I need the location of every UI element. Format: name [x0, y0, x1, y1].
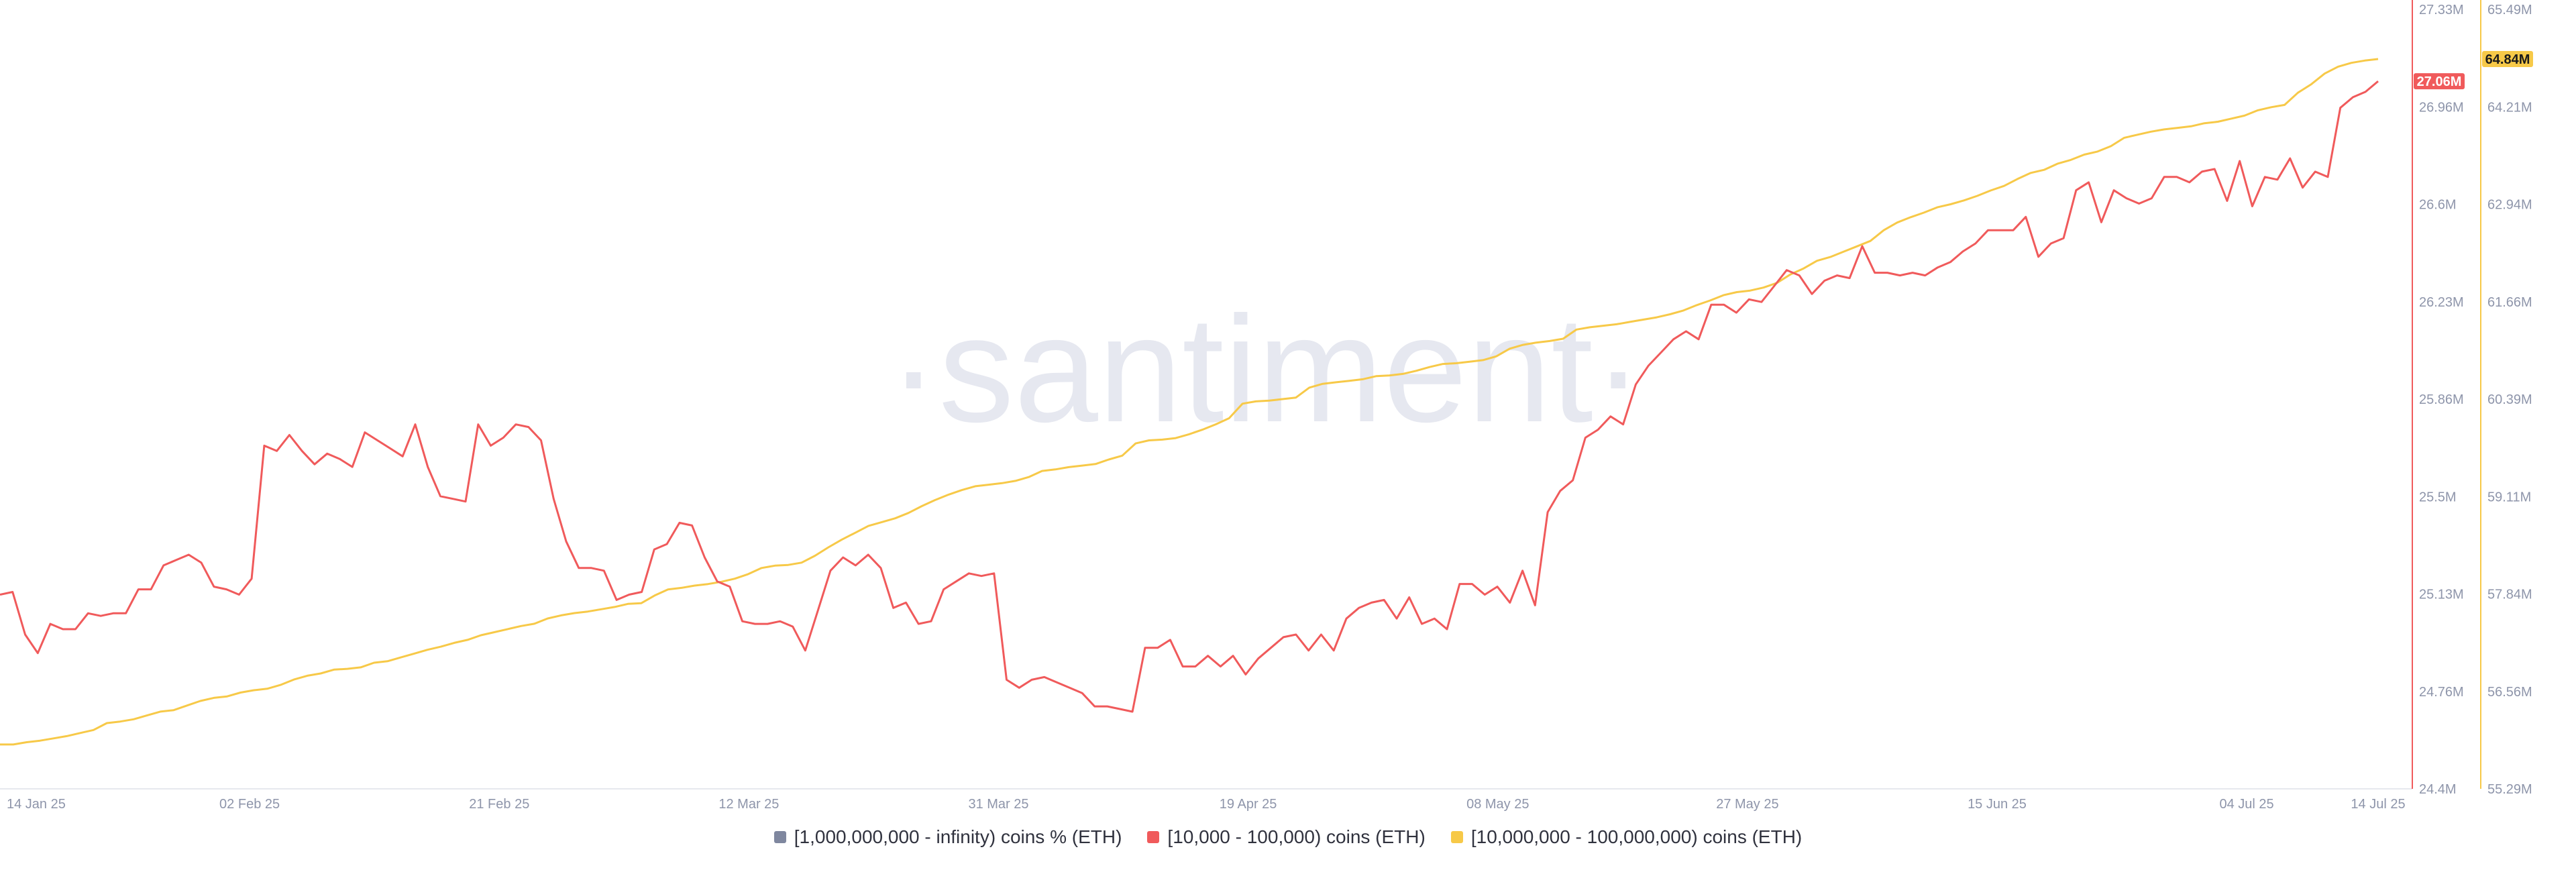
y-tick-label-red: 25.5M: [2419, 490, 2457, 504]
y-tick-label-red: 26.6M: [2419, 198, 2457, 213]
y-tick-label-red: 24.76M: [2419, 685, 2464, 700]
x-axis-ticks: 14 Jan 25 02 Feb 25 21 Feb 25 12 Mar 25 31 M…: [7, 797, 2406, 812]
santiment-watermark: ·santiment·: [888, 284, 1643, 453]
x-tick-label: 14 Jul 25: [2351, 797, 2405, 812]
y-tick-label-yellow: 55.29M: [2487, 782, 2532, 797]
x-tick-label: 12 Mar 25: [718, 797, 779, 812]
y-axes: 27.33M 26.96M 26.6M 26.23M 25.86M 25.5M 25.13M…: [2412, 0, 2533, 797]
x-tick-label: 31 Mar 25: [968, 797, 1028, 812]
last-value-tag-yellow: 64.84M: [2482, 51, 2533, 67]
last-value-tag-red: 27.06M: [2414, 73, 2465, 90]
legend-swatch-yellow: [1450, 831, 1463, 843]
y-tick-label-yellow: 65.49M: [2487, 3, 2532, 17]
legend-item-10m-100m[interactable]: [10,000,000 - 100,000,000) coins (ETH): [1450, 826, 1803, 848]
y-tick-label-red: 25.86M: [2419, 392, 2464, 407]
y-tick-label-yellow: 60.39M: [2487, 392, 2532, 407]
legend-swatch-gray: [773, 831, 786, 843]
x-tick-label: 14 Jan 25: [7, 797, 66, 812]
x-tick-label: 27 May 25: [1716, 797, 1778, 812]
series-layer: [0, 58, 2379, 746]
y-tick-label-red: 25.13M: [2419, 588, 2464, 602]
x-tick-label: 15 Jun 25: [1968, 797, 2027, 812]
last-value-tag-text: 27.06M: [2417, 74, 2462, 89]
legend-label: [10,000,000 - 100,000,000) coins (ETH): [1470, 826, 1803, 847]
last-value-tag-bg: [2482, 51, 2533, 67]
y-tick-label-yellow: 56.56M: [2487, 685, 2532, 700]
x-tick-label: 02 Feb 25: [219, 797, 280, 812]
series-line-red: [0, 80, 2379, 713]
x-tick-label: 19 Apr 25: [1220, 797, 1277, 812]
legend-swatch-red: [1147, 831, 1160, 843]
legend-item-10k-100k[interactable]: [10,000 - 100,000) coins (ETH): [1147, 826, 1426, 848]
x-tick-label: 04 Jul 25: [2220, 797, 2274, 812]
y-tick-label-red: 26.23M: [2419, 295, 2464, 310]
y-tick-label-yellow: 59.11M: [2487, 490, 2531, 504]
series-line-yellow: [0, 58, 2379, 746]
last-value-tag-text: 64.84M: [2485, 52, 2530, 67]
x-tick-label: 21 Feb 25: [469, 797, 529, 812]
y-tick-label-yellow: 61.66M: [2487, 295, 2532, 310]
y-tick-label-red: 24.4M: [2419, 782, 2457, 797]
legend-item-whales-1b[interactable]: [1,000,000,000 - infinity) coins % (ETH): [773, 826, 1122, 848]
watermark-layer: ·santiment·: [888, 284, 1643, 453]
y-tick-label-red: 27.33M: [2419, 3, 2464, 17]
y-tick-label-yellow: 64.21M: [2487, 100, 2532, 115]
last-value-tag-bg: [2414, 73, 2465, 90]
legend-label: [1,000,000,000 - infinity) coins % (ETH): [794, 826, 1122, 847]
x-tick-label: 08 May 25: [1466, 797, 1529, 812]
y-tick-label-red: 26.96M: [2419, 100, 2464, 115]
y-tick-label-yellow: 62.94M: [2487, 198, 2532, 213]
y-tick-label-yellow: 57.84M: [2487, 588, 2532, 602]
legend-label: [10,000 - 100,000) coins (ETH): [1167, 826, 1426, 847]
legend: [1,000,000,000 - infinity) coins % (ETH)…: [0, 826, 2576, 848]
